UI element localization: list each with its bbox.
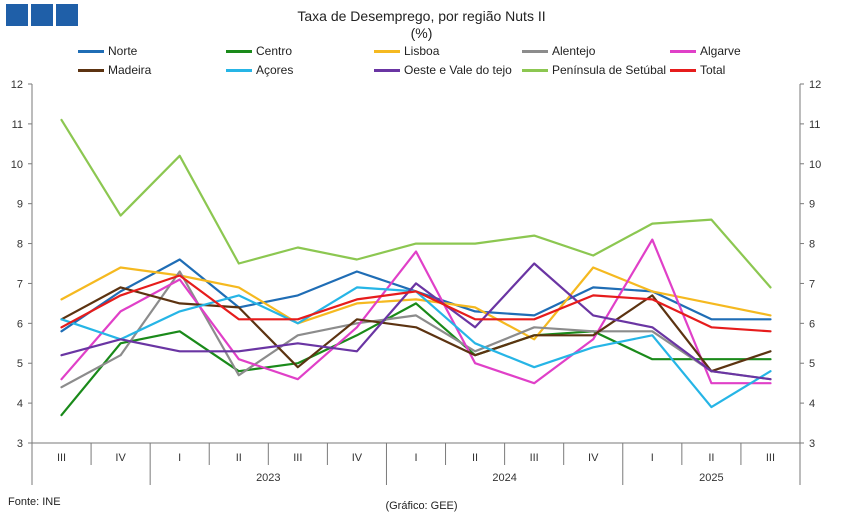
x-tick-label: IV [115,452,126,464]
x-tick-label: III [766,452,775,464]
y-tick-label-left: 5 [17,358,23,370]
x-tick-label: I [178,452,181,464]
x-tick-label: I [414,452,417,464]
y-tick-label-right: 3 [809,438,815,450]
y-tick-label-right: 10 [809,159,821,171]
legend-item: Madeira [78,63,151,77]
legend-label: Lisboa [404,44,440,58]
source-note: Fonte: INE [8,496,61,508]
x-tick-label: III [293,452,302,464]
y-tick-label-right: 9 [809,199,815,211]
legend-swatch [522,68,548,72]
y-tick-label-left: 7 [17,278,23,290]
legend-swatch [78,49,104,53]
chart-subtitle: (%) [410,25,433,41]
legend-swatch [522,49,548,53]
y-tick-label-left: 9 [17,199,23,211]
y-tick-label-left: 3 [17,438,23,450]
series-line-alentejo [60,270,772,389]
x-tick-label: II [708,452,714,464]
legend-label: Açores [256,63,294,77]
legend-item: Centro [226,44,292,58]
legend-item: Península de Setúbal [522,63,666,77]
legend-item: Lisboa [374,44,439,58]
gee-logo [6,4,78,26]
legend-label: Península de Setúbal [552,63,667,77]
y-tick-label-left: 6 [17,318,23,330]
x-tick-label: IV [352,452,363,464]
legend-label: Centro [256,44,293,58]
legend-swatch [670,68,696,72]
legend-item: Alentejo [522,44,595,58]
y-tick-label-right: 7 [809,278,815,290]
legend-swatch [374,68,400,72]
chart-title: Taxa de Desemprego, por região Nuts II [297,8,546,24]
x-year-label: 2023 [256,472,280,484]
y-tick-label-right: 8 [809,239,815,251]
series-line-pen-nsula-de-set-bal [60,118,772,289]
legend-label: Total [700,63,726,77]
legend-swatch [226,68,252,72]
series-line-oeste-e-vale-do-tejo [60,262,772,381]
legend-label: Madeira [108,63,152,77]
y-tick-label-right: 5 [809,358,815,370]
credit-note: (Gráfico: GEE) [385,500,458,512]
legend-swatch [78,68,104,72]
series-line-total [60,274,772,333]
legend-item: Açores [226,63,293,77]
legend-item: Norte [78,44,137,58]
x-tick-label: I [651,452,654,464]
y-tick-label-right: 4 [809,398,815,410]
legend-swatch [374,49,400,53]
series-line-madeira [60,286,772,373]
y-tick-label-left: 11 [12,119,23,131]
series-line-centro [60,302,772,417]
x-tick-label: II [236,452,242,464]
y-tick-label-left: 8 [17,239,23,251]
logo-block [6,4,28,26]
y-tick-label-left: 4 [17,398,23,410]
x-year-label: 2024 [492,472,516,484]
x-tick-label: IV [588,452,599,464]
legend-swatch [670,49,696,53]
legend-swatch [226,49,252,53]
x-tick-label: III [57,452,66,464]
y-tick-label-right: 12 [809,79,821,91]
y-tick-label-right: 6 [809,318,815,330]
legend: Norte Centro Lisboa Alentejo Algarve Madeira A… [78,44,778,84]
y-tick-label-left: 10 [11,159,23,171]
y-tick-label-right: 11 [809,119,820,131]
legend-item: Total [670,63,725,77]
x-tick-label: II [472,452,478,464]
series-line-algarve [60,238,772,385]
legend-item: Oeste e Vale do tejo [374,63,512,77]
legend-label: Norte [108,44,138,58]
legend-label: Oeste e Vale do tejo [404,63,512,77]
x-tick-label: III [530,452,539,464]
x-year-label: 2025 [699,472,723,484]
logo-block [56,4,78,26]
logo-block [31,4,53,26]
y-tick-label-left: 12 [11,79,23,91]
legend-item: Algarve [670,44,741,58]
legend-label: Alentejo [552,44,596,58]
legend-label: Algarve [700,44,741,58]
